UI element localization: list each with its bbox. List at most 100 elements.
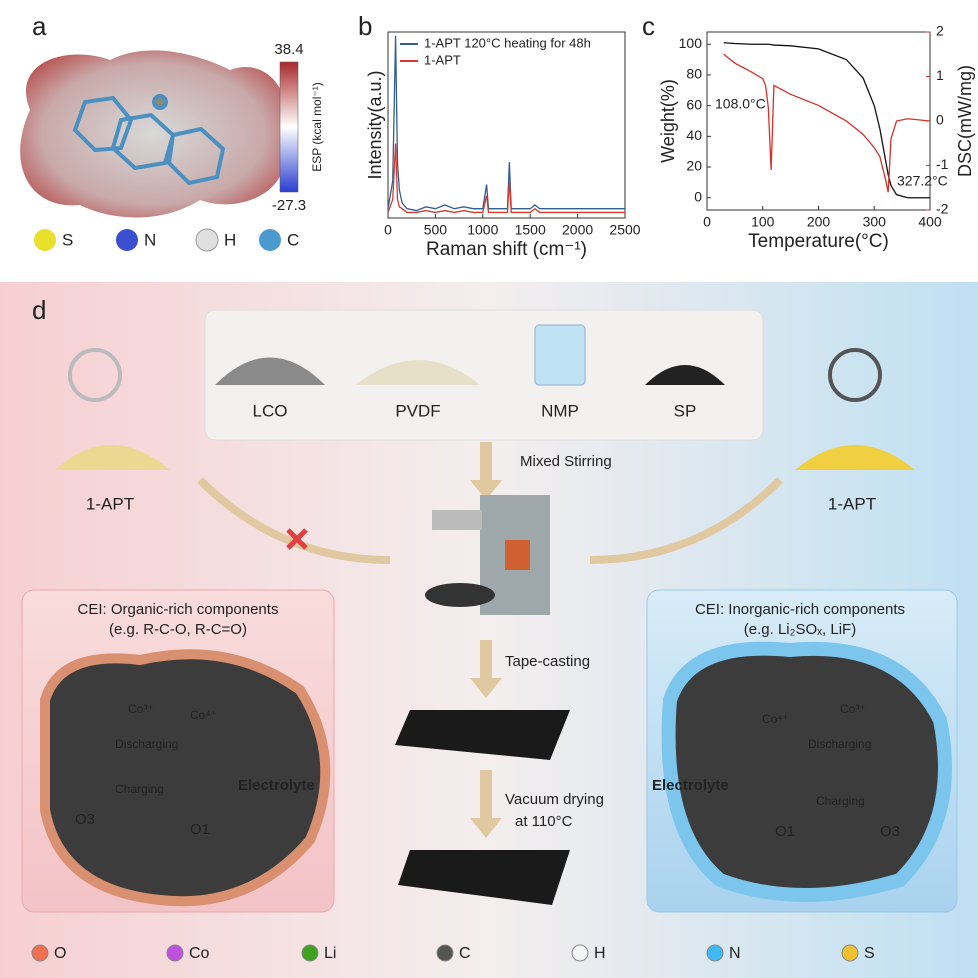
phase: O3 [880, 823, 900, 840]
legend-label: S [864, 945, 875, 962]
arrow-left [197, 477, 391, 564]
panel-label: d [32, 295, 46, 325]
y-axis-label: Intensity(a.u.) [365, 70, 385, 179]
atom-label: C [287, 230, 299, 249]
y-tick-label: 80 [686, 66, 702, 82]
series-line [387, 143, 625, 214]
y-tick-label: 0 [694, 188, 702, 204]
molecule-left [68, 348, 122, 402]
box-title: CEI: Inorganic-rich components [695, 601, 905, 618]
x-tick-label: 400 [918, 214, 942, 230]
atom-label: N [144, 230, 156, 249]
colorbar-label: ESP (kcal mol⁻¹) [310, 82, 324, 171]
x-axis-label: Raman shift (cm⁻¹) [426, 239, 587, 260]
x-tick-label: 2000 [562, 222, 593, 238]
panel-label: b [358, 11, 372, 41]
dried-sheet [398, 850, 570, 905]
material-label: LCO [253, 401, 288, 420]
panel-label: c [642, 11, 655, 41]
materials-box [204, 309, 764, 441]
y2-tick-label: -1 [936, 156, 949, 172]
molecule-right [828, 348, 882, 402]
x-tick-label: 500 [424, 222, 448, 238]
material-label: SP [674, 401, 697, 420]
legend-dot [166, 944, 184, 962]
sp-pile [645, 365, 725, 385]
series-line [723, 53, 931, 193]
ion: Co³⁺ [840, 702, 866, 716]
legend-dot [841, 944, 859, 962]
series-line [387, 35, 625, 212]
plot-frame [387, 31, 626, 219]
legend-dot [706, 944, 724, 962]
x-tick-label: 1000 [467, 222, 498, 238]
blocked-mark [286, 528, 308, 550]
legend-label: 1-APT 120°C heating for 48h [424, 35, 591, 50]
colorbar [279, 61, 299, 193]
x-tick-label: 0 [384, 222, 392, 238]
x-tick-label: 0 [703, 214, 711, 230]
annotation: 108.0°C [715, 96, 766, 112]
esp-surface [20, 50, 287, 218]
legend-dot [571, 944, 589, 962]
atom-label: S [62, 230, 73, 249]
annotation: 327.2°C [897, 173, 948, 189]
y2-tick-label: 0 [936, 112, 944, 128]
arrow-right [589, 477, 783, 564]
ion: Co⁴⁺ [190, 708, 217, 722]
process: Charging [115, 782, 164, 796]
y2-tick-label: 1 [936, 67, 944, 83]
atom-legend-d: O Co Li C H N S [31, 944, 875, 962]
x-tick-label: 100 [751, 214, 775, 230]
apt-pile-left [55, 445, 170, 470]
panel-label: a [32, 11, 47, 41]
additive-label: 1-APT [86, 494, 134, 513]
y2-axis-label: DSC(mW/mg) [955, 65, 975, 177]
x-axis-label: Temperature(°C) [748, 231, 889, 252]
legend-label: 1-APT [424, 52, 461, 67]
y-tick-label: 60 [686, 96, 702, 112]
box-subtitle: (e.g. Li₂SOₓ, LiF) [744, 621, 856, 638]
colorbar-max: 38.4 [274, 41, 303, 58]
nmp-beaker [534, 324, 586, 386]
y-tick-label: 100 [679, 35, 703, 51]
electrolyte: Electrolyte [238, 777, 315, 794]
y-tick-label: 20 [686, 158, 702, 174]
apt-pile-right [795, 445, 915, 470]
left-particle [40, 649, 331, 907]
legend-label: Co [189, 945, 210, 962]
x-tick-label: 300 [863, 214, 887, 230]
series-line [723, 42, 930, 199]
process: Discharging [115, 737, 178, 751]
process: Charging [816, 794, 865, 808]
material-label: PVDF [395, 401, 440, 420]
x-tick-label: 1500 [515, 222, 546, 238]
ion: Co⁴⁺ [762, 712, 789, 726]
y-tick-label: 40 [686, 127, 702, 143]
x-tick-label: 2500 [609, 222, 640, 238]
pvdf-pile [355, 360, 480, 385]
material-label: NMP [541, 401, 579, 420]
legend-dot [301, 944, 319, 962]
atom-legend: S N H C [34, 228, 299, 252]
box-title: CEI: Organic-rich components [78, 601, 279, 618]
colorbar-min: -27.3 [272, 197, 306, 214]
additive-label: 1-APT [828, 494, 876, 513]
step-label: Vacuum drying [505, 791, 604, 808]
y2-tick-label: 2 [936, 23, 944, 39]
legend-label: Li [324, 945, 336, 962]
step-label: Mixed Stirring [520, 453, 612, 470]
x-tick-label: 200 [807, 214, 831, 230]
mixer [425, 495, 550, 615]
legend-label: N [729, 945, 741, 962]
ion: Co³⁺ [128, 702, 154, 716]
y2-tick-label: -2 [936, 201, 949, 217]
phase: O1 [775, 823, 795, 840]
legend-label: O [54, 945, 66, 962]
y-axis-label: Weight(%) [658, 79, 678, 163]
step-label: at 110°C [515, 813, 573, 830]
cast-sheet [395, 710, 570, 760]
step-label: Tape-casting [505, 653, 590, 670]
